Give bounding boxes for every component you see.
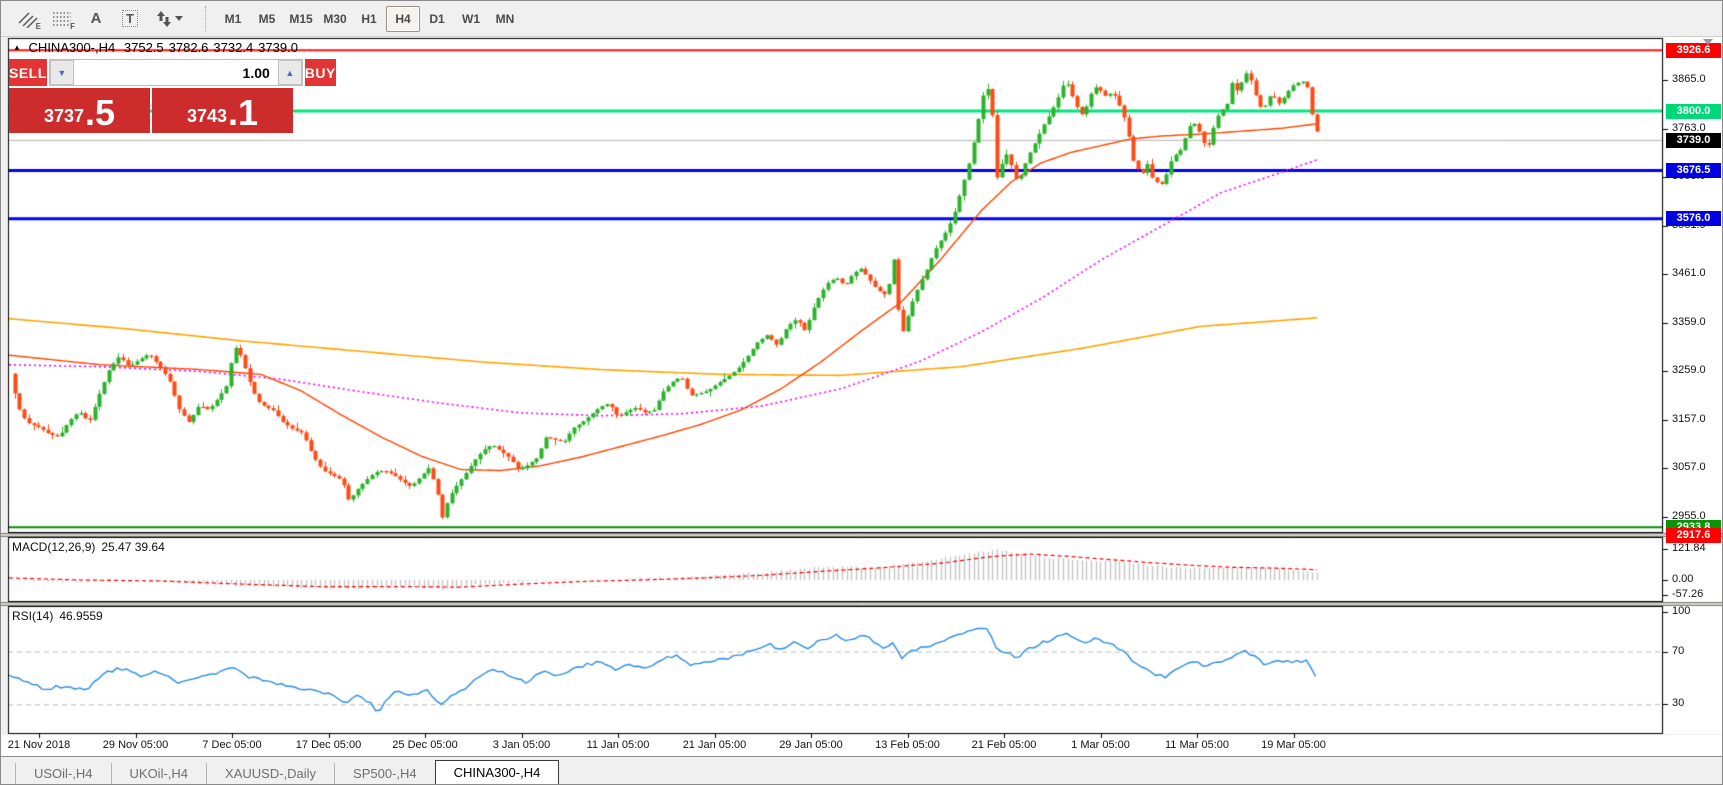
equidistant-channel-icon[interactable]: E [11,5,45,33]
high-value: 3782.6 [168,40,209,55]
date-label: 7 Dec 05:00 [202,739,262,751]
date-label: 29 Jan 05:00 [779,739,843,751]
price-scale-marker[interactable] [1703,39,1713,45]
date-label: 17 Dec 05:00 [295,739,362,751]
collapse-triangle-icon: ▲ [13,43,21,52]
rsi-tick-label: 70 [1672,644,1685,657]
tab-usoilh4[interactable]: USOil-,H4 [15,763,112,784]
price-tick-label: 3259.0 [1672,364,1706,377]
price-level-badge: 3576.0 [1666,211,1721,227]
volume-decrease-button[interactable]: ▼ [49,60,74,85]
date-label: 13 Feb 05:00 [875,739,940,751]
price-level-badge: 3800.0 [1666,103,1721,119]
date-label: 29 Nov 05:00 [102,739,169,751]
date-label: 21 Nov 2018 [7,739,71,751]
macd-tick-label: 121.84 [1672,541,1706,554]
open-value: 3752.5 [123,40,164,55]
timeframe-d1[interactable]: D1 [429,11,445,26]
date-label: 21 Jan 05:00 [682,739,747,751]
timeframe-buttons: M1 M5 M15 M30 H1 H4 D1 W1 MN [216,5,522,32]
price-tick-label: 3763.0 [1672,121,1706,134]
price-tick-label: 3157.0 [1672,413,1706,426]
timeframe-m1[interactable]: M1 [224,11,242,26]
volume-spinner: ▼ ▲ [48,59,303,86]
dropdown-caret-icon [175,16,183,21]
timeframe-m5[interactable]: M5 [258,11,276,26]
timeframe-m30[interactable]: M30 [323,11,347,26]
price-tick-label: 2955.0 [1672,510,1706,523]
price-tick-label: 3865.0 [1672,72,1706,85]
arrow-objects-icon[interactable] [147,5,191,33]
toolbar-separator [205,5,206,32]
macd-tick-label: -57.26 [1672,587,1704,600]
low-value: 3732.4 [213,40,254,55]
rsi-tick-label: 30 [1672,697,1685,710]
date-label: 21 Feb 05:00 [971,739,1037,751]
macd-tick-label: 0.00 [1672,572,1694,585]
date-label: 19 Mar 05:00 [1261,739,1326,751]
toolbar: E F A T M1 M5 M15 M30 H1 H4 D1 W1 MN [1,1,1722,37]
buy-price-display[interactable]: 3743 .1 [152,88,293,133]
sell-button[interactable]: SELL [9,59,47,86]
rsi-tick-label: 100 [1672,604,1691,617]
macd-indicator-label: MACD(12,26,9) 25.47 39.64 [12,540,165,554]
price-tick-label: 3359.0 [1672,315,1706,328]
timeframe-mn[interactable]: MN [495,11,515,26]
volume-increase-button[interactable]: ▲ [277,60,302,85]
price-tick-label: 3461.0 [1672,266,1706,279]
timeframe-h1[interactable]: H1 [361,11,377,26]
text-tool-icon[interactable]: A [90,10,102,27]
volume-input[interactable] [73,60,278,85]
timeframe-w1[interactable]: W1 [462,11,480,26]
text-label-tool-icon[interactable]: T [113,5,147,33]
date-label: 11 Jan 05:00 [586,739,650,751]
date-label: 3 Jan 05:00 [492,739,551,751]
price-tick-label: 3057.0 [1672,461,1706,474]
price-level-badge: 3739.0 [1666,132,1721,148]
tab-xauusddaily[interactable]: XAUUSD-,Daily [207,763,336,784]
date-label: 25 Dec 05:00 [392,739,458,751]
tab-sp500h4[interactable]: SP500-,H4 [335,763,436,784]
chart-symbol: CHINA300-,H4 [28,40,116,55]
sell-price-display[interactable]: 3737 .5 [9,88,150,133]
fibonacci-tool-icon[interactable]: F [53,11,75,31]
tab-ukoilh4[interactable]: UKOil-,H4 [112,763,208,784]
timeframe-h4[interactable]: H4 [386,5,420,32]
chart-header: ▲ CHINA300-,H4 3752.5 3782.6 3732.4 3739.0 [13,40,298,55]
tab-china300h4[interactable]: CHINA300-,H4 [434,760,560,784]
date-label: 1 Mar 05:00 [1071,739,1130,751]
chart-canvas[interactable] [1,37,1722,756]
price-level-badge: 3926.6 [1666,42,1721,58]
chart-area: ▲ CHINA300-,H4 3752.5 3782.6 3732.4 3739.0 … [1,37,1722,756]
date-label: 11 Mar 05:00 [1164,739,1230,751]
close-value: 3739.0 [258,40,298,55]
chart-tab-bar: USOil-,H4 UKOil-,H4 XAUUSD-,Daily SP500-,H4… [1,756,1722,784]
one-click-trading-panel: SELL ▼ ▲ BUY 3737 .5 3743 .1 [9,59,336,133]
price-level-badge: 2917.6 [1666,527,1721,543]
price-level-badge: 3676.5 [1666,162,1721,178]
ohlc-values: 3752.5 3782.6 3732.4 3739.0 [119,40,298,55]
timeframe-m15[interactable]: M15 [289,11,313,26]
buy-button[interactable]: BUY [304,59,336,86]
rsi-indicator-label: RSI(14) 46.9559 [12,609,103,623]
